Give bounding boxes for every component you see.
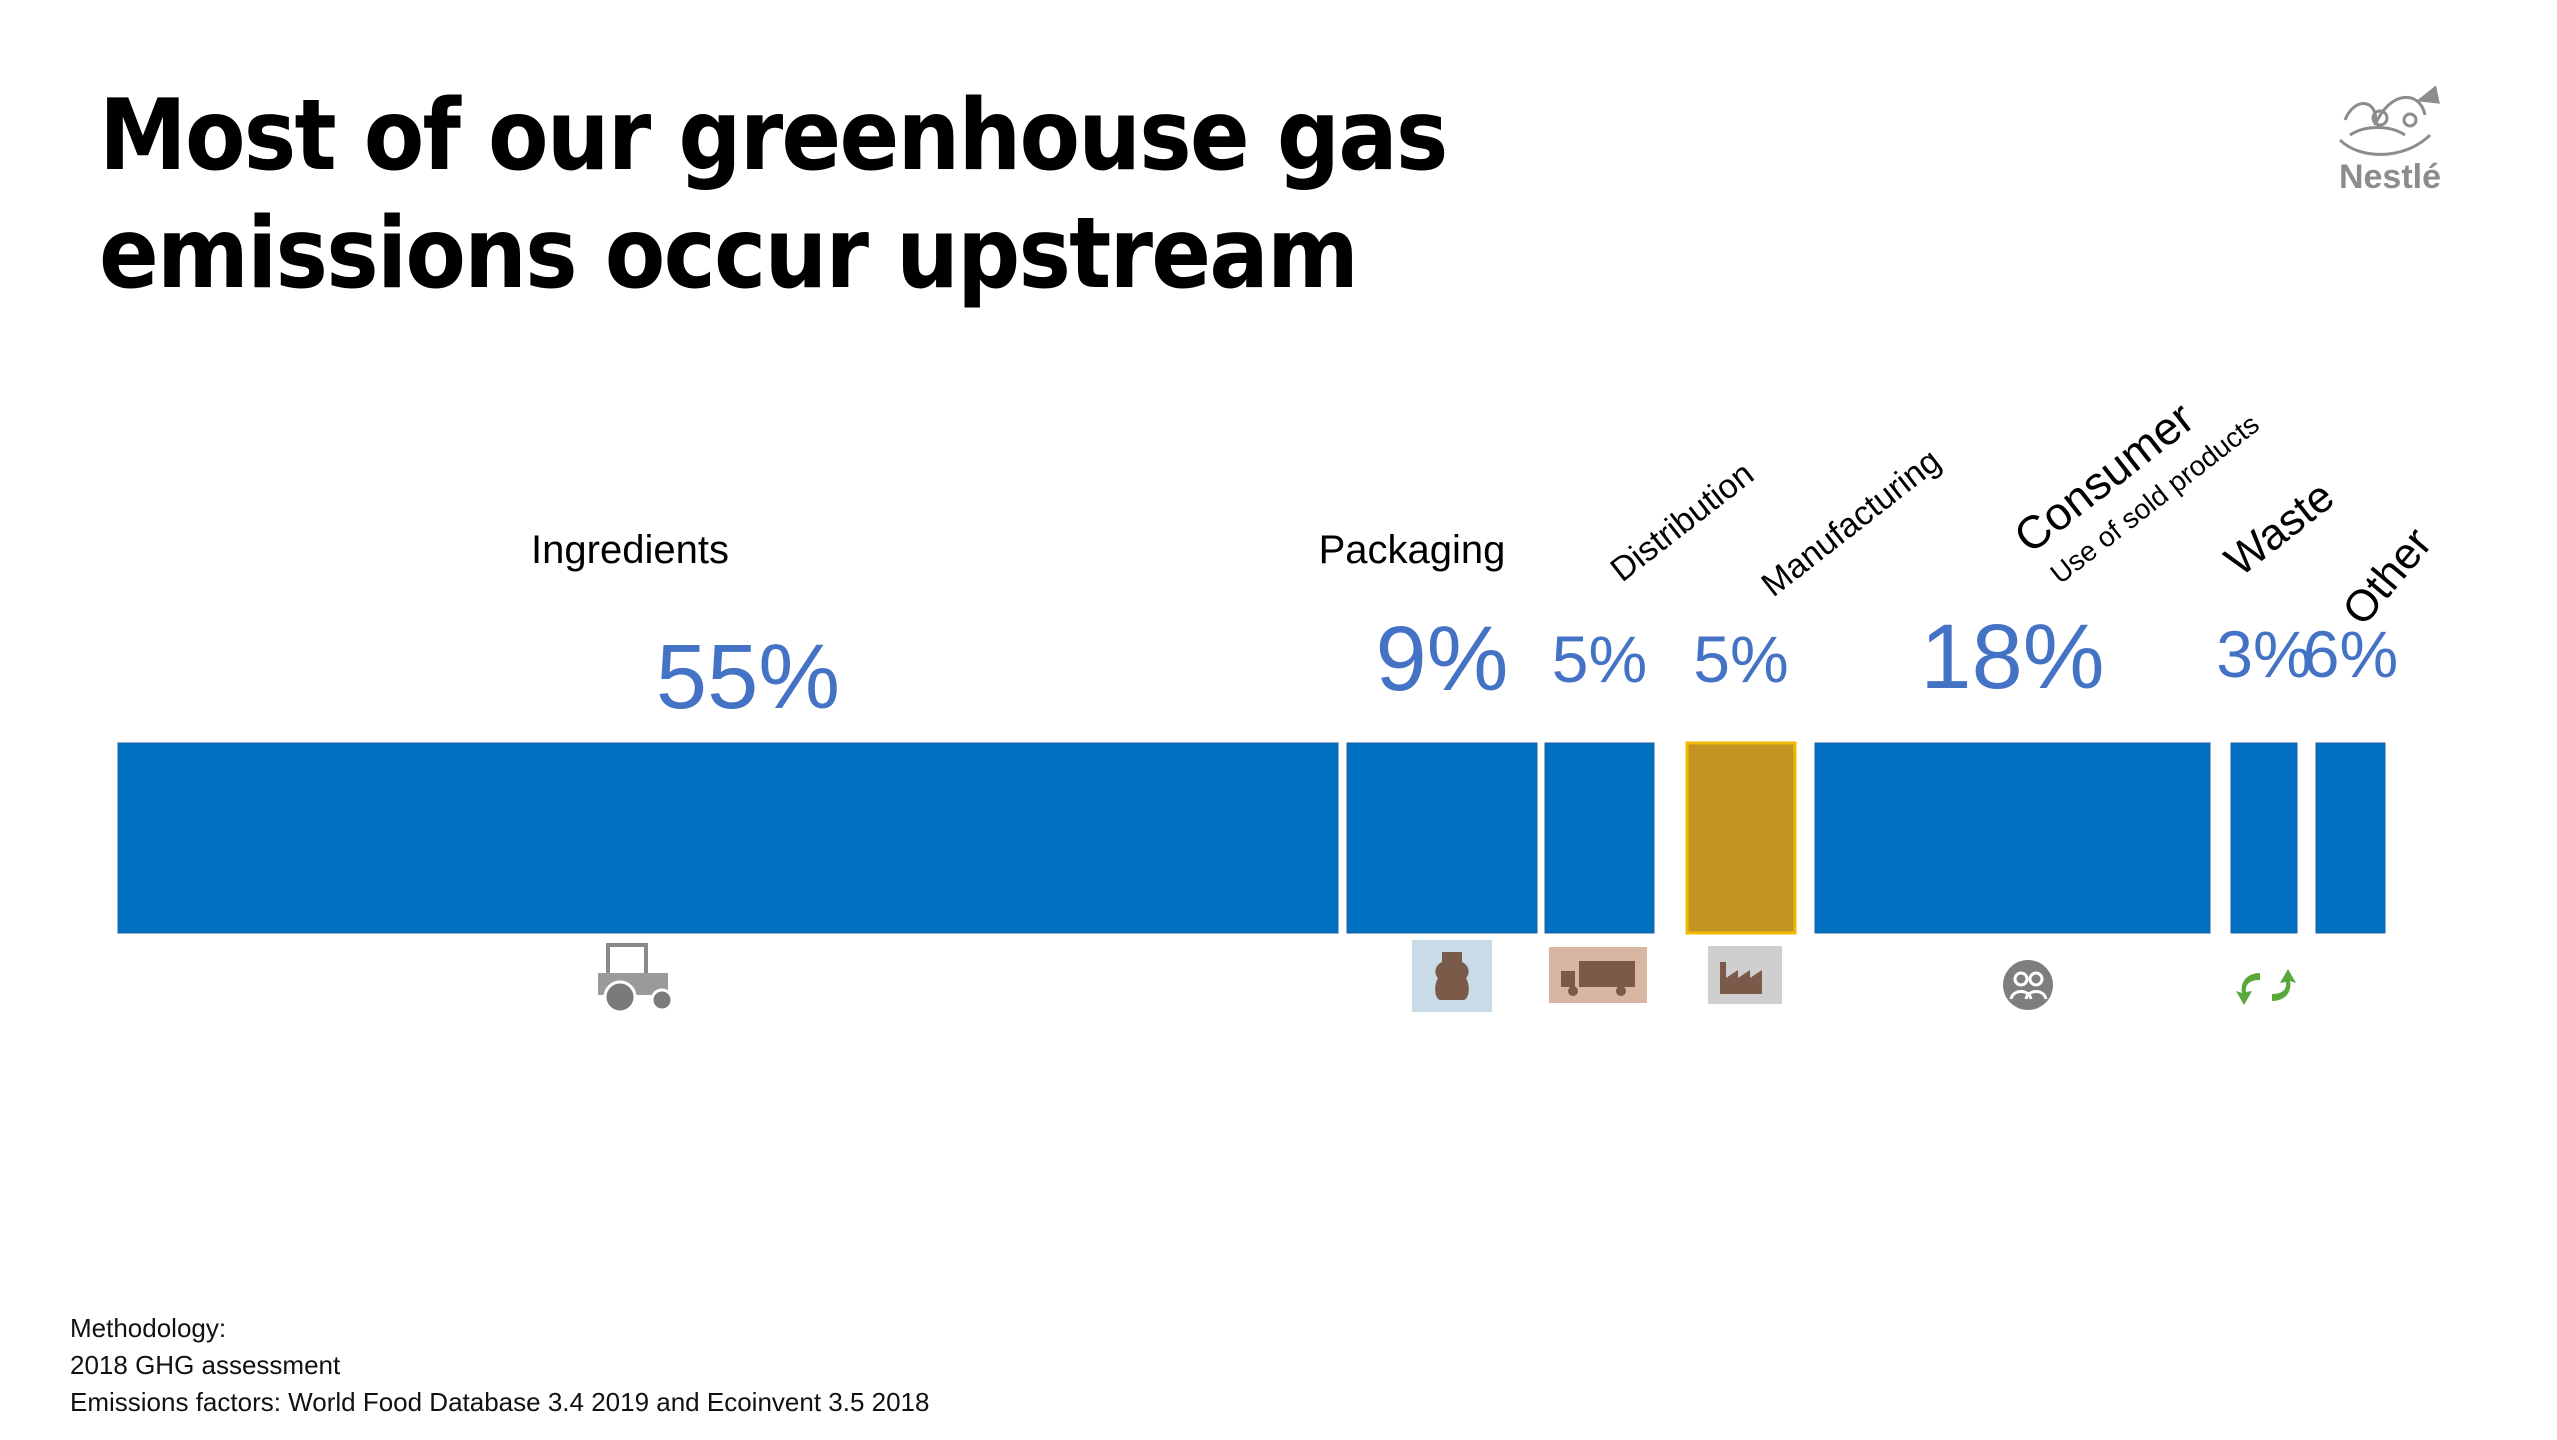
- bar-consumer: [1814, 742, 2211, 934]
- people-icon: [2003, 960, 2053, 1010]
- value-label-consumer: 18%: [1920, 606, 2104, 708]
- methodology-line-2: Emissions factors: World Food Database 3…: [70, 1387, 930, 1417]
- nest-icon: [2338, 85, 2440, 156]
- page-title: Most of our greenhouse gas emissions occ…: [99, 79, 1448, 311]
- category-label-distribution: Distribution: [1604, 455, 1761, 590]
- category-label-ingredients: Ingredients: [531, 528, 729, 572]
- methodology-note: Methodology: 2018 GHG assessment Emissio…: [70, 1310, 929, 1421]
- bar-distribution: [1544, 742, 1655, 934]
- tractor-icon: [598, 943, 674, 1014]
- truck-icon: [1549, 947, 1647, 1003]
- value-label-manufacturing: 5%: [1693, 622, 1788, 696]
- bar-waste: [2230, 742, 2298, 934]
- category-label-waste: Waste: [2216, 472, 2343, 586]
- value-label-distribution: 5%: [1552, 622, 1647, 696]
- bar-ingredients: [117, 742, 1339, 934]
- nestle-logo: Nestlé: [2320, 80, 2460, 200]
- category-label-manufacturing: Manufacturing: [1755, 442, 1948, 605]
- value-label-ingredients: 55%: [656, 626, 840, 728]
- bottle-icon: [1412, 940, 1492, 1012]
- methodology-heading: Methodology:: [70, 1313, 227, 1343]
- category-label-packaging: Packaging: [1319, 528, 1506, 572]
- logo-text: Nestlé: [2339, 158, 2441, 196]
- factory-icon: [1708, 946, 1782, 1004]
- value-label-packaging: 9%: [1376, 608, 1509, 710]
- methodology-line-1: 2018 GHG assessment: [70, 1350, 341, 1380]
- value-label-waste: 3%: [2216, 617, 2311, 691]
- value-label-other: 6%: [2303, 617, 2398, 691]
- recycle-icon: [2236, 969, 2296, 1005]
- bar-manufacturing: [1685, 741, 1797, 935]
- bar-other: [2315, 742, 2386, 934]
- emissions-chart: 55% 9% 5% 5% 18% 3%6% Ingredients Packaging Dist…: [117, 391, 2441, 1014]
- bar-packaging: [1346, 742, 1538, 934]
